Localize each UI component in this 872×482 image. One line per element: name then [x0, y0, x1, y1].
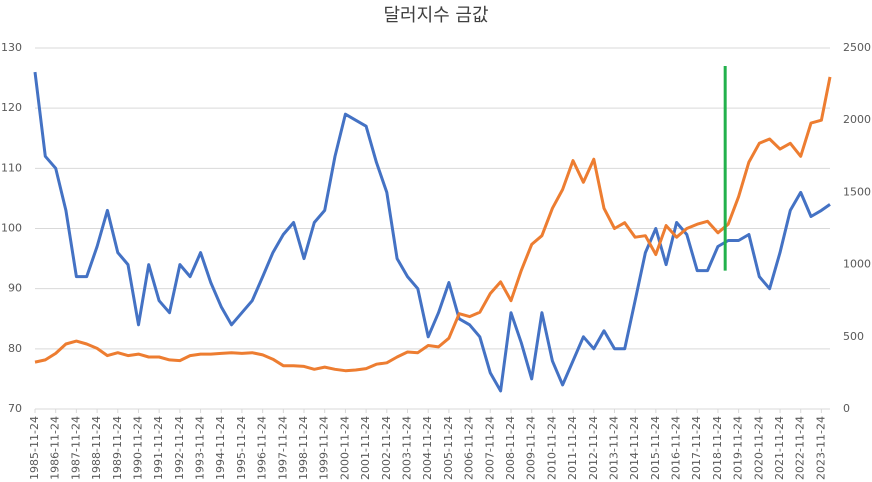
x-tick-label: 2021-11-24 — [773, 416, 786, 480]
y-tick-label: 80 — [8, 342, 22, 355]
x-tick-label: 1985-11-24 — [28, 416, 41, 480]
x-tick-label: 1999-11-24 — [318, 416, 331, 480]
y2-tick-label: 0 — [843, 402, 850, 415]
x-tick-label: 2001-11-24 — [359, 416, 372, 480]
series-line — [34, 76, 832, 373]
chart-title: 달러지수 금값 — [383, 5, 488, 26]
x-tick-label: 1986-11-24 — [49, 416, 62, 480]
x-tick-label: 2000-11-24 — [338, 416, 351, 480]
x-tick-label: 1994-11-24 — [214, 416, 227, 480]
x-tick-label: 2011-11-24 — [566, 416, 579, 480]
x-tick-label: 1996-11-24 — [256, 416, 269, 480]
x-tick-label: 2008-11-24 — [504, 416, 517, 480]
y-tick-label: 90 — [8, 282, 22, 295]
y2-tick-label: 1500 — [843, 185, 871, 198]
y2-tick-label: 2500 — [843, 41, 871, 54]
y-tick-label: 120 — [1, 101, 22, 114]
x-tick-label: 2017-11-24 — [690, 416, 703, 480]
x-tick-label: 2012-11-24 — [587, 416, 600, 480]
x-tick-label: 1989-11-24 — [111, 416, 124, 480]
x-tick-label: 2022-11-24 — [794, 416, 807, 480]
x-tick-label: 1988-11-24 — [90, 416, 103, 480]
x-tick-label: 2014-11-24 — [628, 416, 641, 480]
x-tick-label: 2005-11-24 — [442, 416, 455, 480]
y-tick-label: 110 — [1, 161, 22, 174]
y-tick-label: 130 — [1, 41, 22, 54]
y2-tick-label: 500 — [843, 330, 864, 343]
x-tick-label: 2009-11-24 — [525, 416, 538, 480]
x-tick-label: 2020-11-24 — [752, 416, 765, 480]
y-tick-label: 70 — [8, 402, 22, 415]
x-tick-label: 2004-11-24 — [421, 416, 434, 480]
x-tick-label: 1987-11-24 — [69, 416, 82, 480]
y2-tick-label: 1000 — [843, 258, 871, 271]
x-tick-label: 1992-11-24 — [173, 416, 186, 480]
series-line — [33, 71, 831, 393]
x-tick-label: 2006-11-24 — [463, 416, 476, 480]
x-tick-label: 2015-11-24 — [649, 416, 662, 480]
x-tick-label: 1998-11-24 — [297, 416, 310, 480]
x-tick-label: 2018-11-24 — [711, 416, 724, 480]
y-tick-label: 100 — [1, 222, 22, 235]
x-tick-label: 2019-11-24 — [732, 416, 745, 480]
x-tick-label: 1993-11-24 — [194, 416, 207, 480]
x-tick-label: 2010-11-24 — [545, 416, 558, 480]
y2-tick-label: 2000 — [843, 113, 871, 126]
x-tick-label: 2016-11-24 — [670, 416, 683, 480]
x-tick-label: 2002-11-24 — [380, 416, 393, 480]
x-tick-label: 2023-11-24 — [814, 416, 827, 480]
x-tick-label: 2013-11-24 — [607, 416, 620, 480]
x-tick-label: 1991-11-24 — [152, 416, 165, 480]
x-tick-label: 2007-11-24 — [483, 416, 496, 480]
x-tick-label: 2003-11-24 — [400, 416, 413, 480]
x-tick-label: 1990-11-24 — [131, 416, 144, 480]
x-tick-label: 1997-11-24 — [276, 416, 289, 480]
x-tick-label: 1995-11-24 — [235, 416, 248, 480]
